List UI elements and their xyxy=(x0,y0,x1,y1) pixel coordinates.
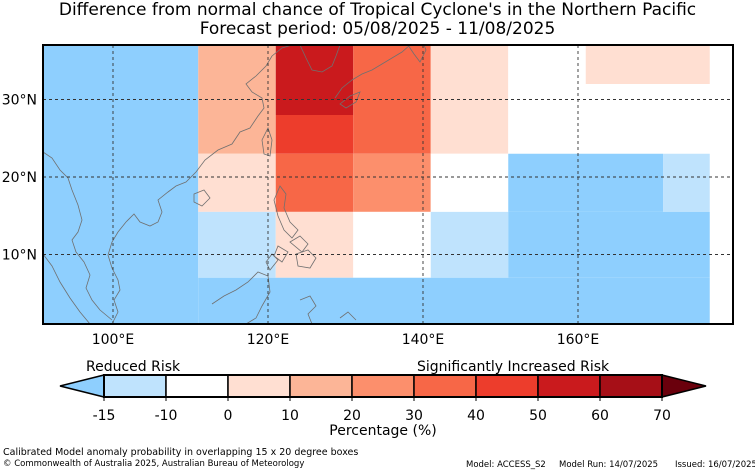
colorbar-tick-label: 70 xyxy=(653,408,671,424)
colorbar-tick-label: 40 xyxy=(467,408,485,424)
colorbar-legend: Reduced Risk Significantly Increased Ris… xyxy=(59,359,707,439)
grid-cell-7 xyxy=(585,84,710,115)
colorbar-arrow-low xyxy=(59,374,105,398)
footer-method: Calibrated Model anomaly probability in … xyxy=(3,447,359,458)
grid-cell-6 xyxy=(585,45,710,84)
grid-cell-17 xyxy=(508,153,664,212)
longitude-labels: 100°E 120°E 140°E 160°E xyxy=(92,332,600,348)
lat-label: 20°N xyxy=(2,170,37,186)
colorbar-tick-label: 30 xyxy=(405,408,423,424)
colorbar-segment xyxy=(413,374,477,398)
lon-label: 140°E xyxy=(402,332,445,348)
grid-cell-24 xyxy=(198,277,710,324)
grid-cell-23 xyxy=(508,211,710,278)
colorbar-segment xyxy=(103,374,167,398)
grid-cell-13 xyxy=(198,153,276,212)
grid-cell-8 xyxy=(198,115,276,154)
footer-issued: Issued: 16/07/2025 xyxy=(675,460,755,470)
colorbar-segment xyxy=(227,374,291,398)
coastlines xyxy=(43,45,427,324)
grid-cell-1 xyxy=(198,45,276,115)
grid-cell-4 xyxy=(430,45,509,115)
lon-label: 100°E xyxy=(92,332,135,348)
colorbar-ticks: -15 -10 0 10 20 30 40 50 60 70 xyxy=(93,397,671,424)
lat-label: 10°N xyxy=(2,248,37,264)
grid-cell-15 xyxy=(353,153,431,212)
lon-label: 120°E xyxy=(247,332,290,348)
grid-cell-16 xyxy=(430,153,509,212)
colorbar-tick-label: 50 xyxy=(529,408,547,424)
footer-copyright: © Commonwealth of Australia 2025, Austra… xyxy=(3,459,305,469)
colorbar-arrow-high xyxy=(661,374,707,398)
colorbar-tick-label: -10 xyxy=(155,408,178,424)
grid-cell-0 xyxy=(43,45,199,324)
lon-label: 160°E xyxy=(557,332,600,348)
colorbar-segment xyxy=(537,374,601,398)
colorbar-segment xyxy=(351,374,415,398)
increased-risk-label: Significantly Increased Risk xyxy=(417,359,610,375)
colorbar-tick-label: -15 xyxy=(93,408,116,424)
map-frame xyxy=(42,44,734,325)
grid-cell-22 xyxy=(430,211,509,278)
colorbar-tick-label: 10 xyxy=(281,408,299,424)
colorbar xyxy=(59,374,707,398)
reduced-risk-label: Reduced Risk xyxy=(86,359,181,375)
grid-cell-2 xyxy=(275,45,354,115)
colorbar-segment xyxy=(165,374,229,398)
anomaly-grid xyxy=(43,45,710,324)
colorbar-xlabel: Percentage (%) xyxy=(329,423,436,439)
forecast-period: Forecast period: 05/08/2025 - 11/08/2025 xyxy=(199,19,556,39)
colorbar-segment xyxy=(289,374,353,398)
colorbar-tick-label: 0 xyxy=(224,408,233,424)
colorbar-segment xyxy=(599,374,663,398)
map-title: Difference from normal chance of Tropica… xyxy=(58,0,697,20)
grid-cell-14 xyxy=(275,153,354,212)
latitude-labels: 10°N 20°N 30°N xyxy=(2,93,37,264)
grid-cell-18 xyxy=(663,153,710,212)
colorbar-segment xyxy=(475,374,539,398)
grid-cell-5 xyxy=(508,45,586,115)
grid-cell-20 xyxy=(275,211,354,278)
graticule xyxy=(43,45,733,324)
grid-cell-11 xyxy=(430,115,509,154)
colorbar-tick-label: 60 xyxy=(591,408,609,424)
colorbar-tick-label: 20 xyxy=(343,408,361,424)
footer-model-run: Model Run: 14/07/2025 xyxy=(559,460,659,470)
grid-cell-3 xyxy=(353,45,431,115)
grid-cell-12 xyxy=(508,115,710,154)
colorbar-frame xyxy=(103,374,663,398)
grid-cell-21 xyxy=(353,211,431,278)
footer-model: Model: ACCESS_S2 xyxy=(466,460,546,470)
grid-cell-10 xyxy=(353,115,431,154)
grid-cell-9 xyxy=(275,115,354,154)
grid-cell-19 xyxy=(198,211,276,278)
lat-label: 30°N xyxy=(2,93,37,109)
